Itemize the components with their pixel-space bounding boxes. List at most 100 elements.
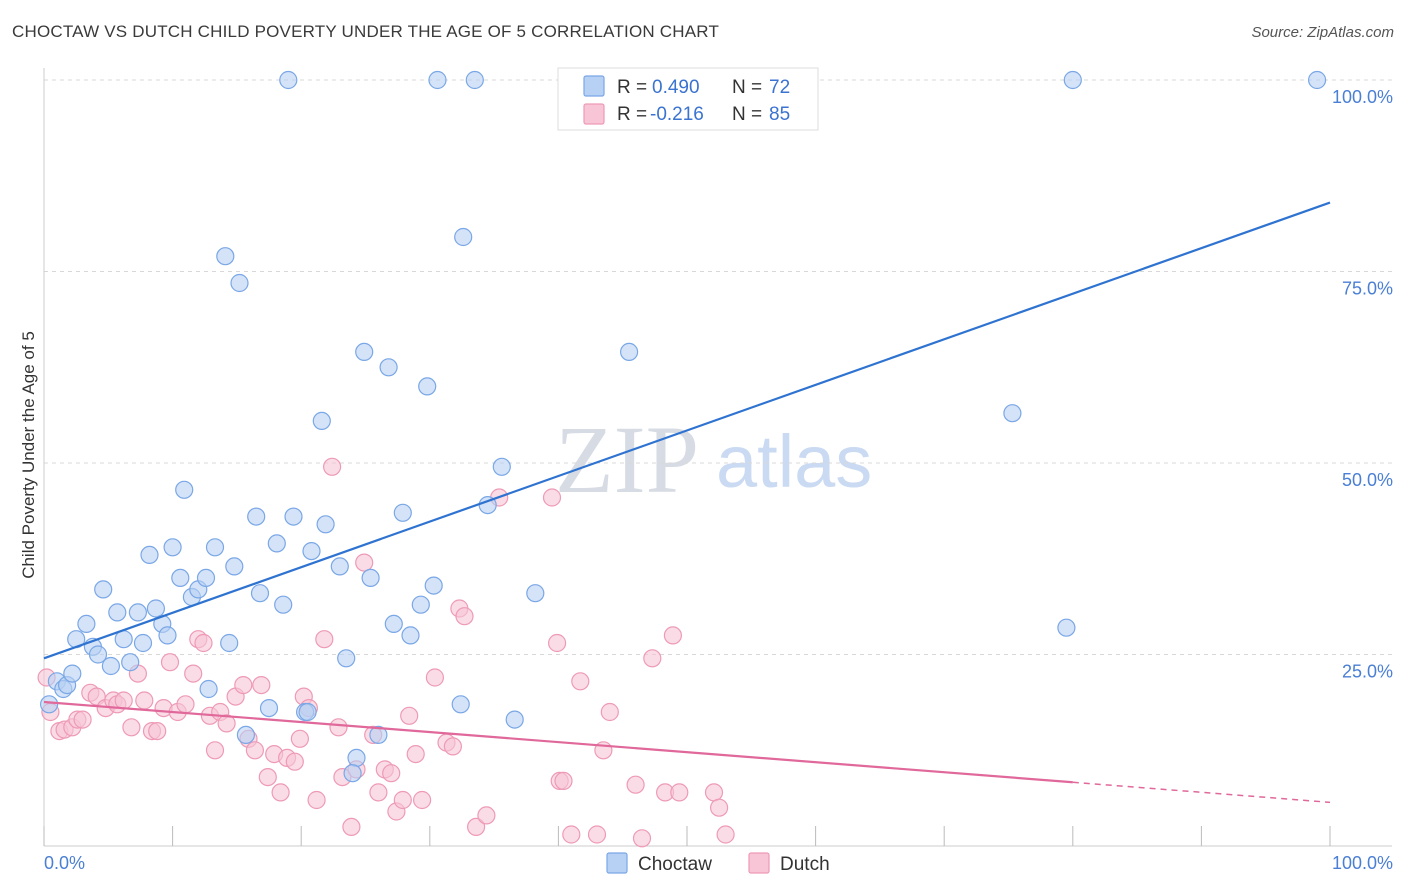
choctaw-point-53: [384, 614, 403, 634]
choctaw-point-15: [133, 633, 153, 653]
choctaw-point-64: [492, 457, 511, 476]
y-tick-labels: 25.0% 50.0% 75.0% 100.0%: [1332, 87, 1393, 682]
legend-n-label-dutch: N =: [732, 104, 762, 125]
watermark: ZIP atlas: [555, 406, 872, 513]
dutch-point-6: [73, 710, 92, 729]
choctaw-point-44: [316, 515, 335, 534]
trend-lines: [43, 201, 1331, 804]
choctaw-point-25: [196, 568, 216, 588]
dutch-point-13: [122, 718, 141, 737]
dutch-point-71: [562, 825, 581, 844]
choctaw-point-6: [77, 614, 96, 634]
dutch-point-64: [467, 817, 486, 837]
dutch-point-78: [643, 649, 662, 668]
choctaw-point-71: [1307, 70, 1327, 90]
bottom-legend-swatch-choctaw: [606, 852, 628, 874]
dutch-point-28: [217, 714, 236, 733]
dutch-point-56: [400, 706, 419, 725]
dutch-point-61: [443, 737, 462, 756]
dutch-point-17: [148, 721, 167, 741]
legend-r-label-choctaw: R =: [617, 77, 647, 98]
dutch-point-58: [413, 790, 432, 810]
dutch-point-70: [554, 771, 573, 791]
choctaw-point-55: [401, 626, 420, 645]
choctaw-point-66: [526, 584, 545, 603]
dutch-point-43: [315, 630, 334, 649]
dutch-point-57: [406, 744, 425, 764]
dutch-point-32: [245, 741, 264, 760]
choctaw-point-47: [347, 748, 366, 768]
choctaw-point-60: [454, 227, 473, 247]
choctaw-point-57: [418, 377, 437, 396]
legend-r-value-dutch: -0.216: [650, 104, 704, 125]
bottom-legend-label-choctaw: Choctaw: [638, 854, 712, 875]
watermark-zip: ZIP: [555, 406, 699, 513]
choctaw-point-13: [121, 653, 140, 672]
dutch-point-45: [329, 718, 348, 737]
choctaw-point-34: [250, 584, 270, 603]
choctaw-point-14: [128, 603, 147, 622]
choctaw-point-50: [361, 568, 380, 588]
dutch-point-82: [704, 783, 724, 802]
dutch-point-34: [258, 767, 277, 787]
dutch-trend-line-extension: [1072, 781, 1331, 804]
choctaw-point-45: [330, 557, 349, 576]
choctaw-point-22: [175, 480, 194, 499]
choctaw-point-17: [146, 599, 165, 618]
dutch-point-51: [369, 783, 388, 802]
dutch-point-72: [571, 672, 590, 691]
choctaw-point-49: [343, 764, 362, 783]
choctaw-point-52: [379, 358, 398, 377]
dutch-point-81: [670, 783, 689, 802]
dutch-point-38: [285, 752, 304, 771]
y-tick-label-25: 25.0%: [1342, 662, 1393, 682]
dutch-point-80: [663, 626, 683, 645]
choctaw-point-36: [267, 534, 286, 553]
dutch-point-33: [252, 675, 271, 695]
dutch-point-68: [547, 633, 567, 653]
dutch-point-21: [176, 695, 195, 714]
choctaw-point-29: [220, 633, 239, 653]
dutch-point-59: [425, 668, 444, 687]
dutch-point-55: [393, 790, 412, 810]
dutch-point-63: [455, 607, 474, 626]
dutch-point-67: [542, 488, 562, 507]
choctaw-point-65: [505, 710, 524, 729]
legend-box: R = 0.490 N = 72 R = -0.216 N = 85: [557, 67, 819, 131]
choctaw-trend-line: [43, 201, 1331, 660]
choctaw-point-46: [337, 649, 356, 668]
choctaw-point-41: [298, 702, 317, 722]
legend-n-label-choctaw: N =: [732, 77, 762, 98]
gridlines: [44, 79, 1392, 655]
y-axis-title: Child Poverty Under the Age of 5: [19, 331, 38, 579]
choctaw-point-4: [63, 664, 82, 683]
dutch-point-22: [184, 664, 203, 683]
choctaw-point-35: [259, 698, 279, 718]
x-tick-label-max: 100.0%: [1332, 853, 1393, 873]
choctaw-point-70: [1057, 618, 1076, 637]
choctaw-point-37: [274, 595, 293, 614]
dutch-point-30: [234, 675, 253, 695]
watermark-atlas: atlas: [716, 420, 872, 503]
y-tick-label-50: 50.0%: [1342, 470, 1393, 490]
choctaw-point-56: [411, 595, 430, 614]
dutch-point-39: [290, 729, 309, 748]
dutch-point-73: [587, 825, 607, 844]
choctaw-point-48: [355, 342, 374, 361]
dutch-point-77: [632, 829, 652, 848]
choctaw-point-68: [1003, 404, 1022, 423]
source-credit: Source: ZipAtlas.com: [1251, 24, 1394, 41]
dutch-point-75: [600, 702, 619, 722]
choctaw-point-39: [284, 507, 303, 526]
choctaw-point-59: [428, 70, 447, 90]
choctaw-point-38: [279, 70, 298, 90]
legend-r-label-dutch: R =: [617, 104, 647, 125]
dutch-point-36: [271, 783, 290, 802]
choctaw-point-61: [451, 695, 470, 714]
choctaw-point-62: [465, 70, 484, 90]
dutch-point-19: [160, 653, 180, 672]
dutch-point-12: [114, 691, 133, 710]
x-tick-label-min: 0.0%: [44, 853, 85, 873]
y-tick-label-75: 75.0%: [1342, 279, 1393, 299]
choctaw-point-20: [163, 538, 182, 557]
